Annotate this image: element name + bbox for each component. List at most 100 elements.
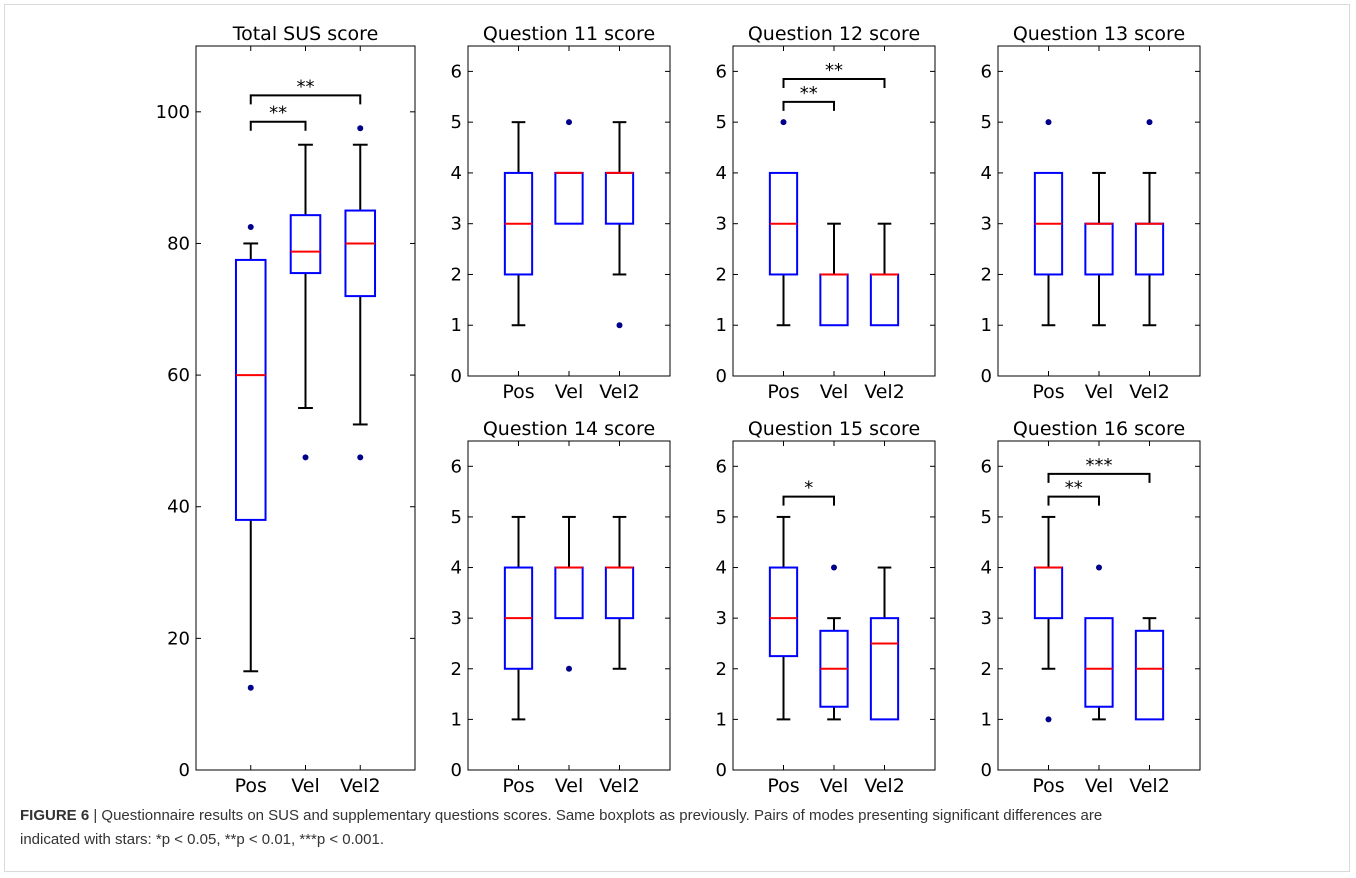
y-tick-label: 6 [981, 456, 992, 477]
iqr-box [869, 617, 900, 721]
y-tick-label: 2 [451, 264, 462, 285]
bracket-line [782, 100, 835, 111]
y-tick-label: 100 [156, 102, 190, 123]
boxplot-vel2 [869, 566, 900, 721]
y-tick-label: 40 [167, 497, 190, 518]
significance-bracket: ** [782, 83, 835, 111]
figure-label: FIGURE 6 [20, 807, 90, 824]
y-tick-label: 5 [716, 507, 727, 528]
x-tick-label: Vel [820, 381, 849, 403]
boxplot-vel2 [604, 121, 635, 329]
boxplot-vel2 [604, 515, 635, 670]
boxplot-pos [1033, 119, 1064, 327]
significance-bracket: * [782, 478, 835, 506]
outlier-point [780, 119, 787, 126]
boxplot-vel2 [1134, 119, 1165, 327]
y-tick-label: 0 [981, 760, 992, 781]
y-tick-label: 0 [451, 366, 462, 387]
outlier-point [616, 322, 623, 329]
outlier-point [566, 119, 572, 126]
boxplot-pos [1033, 515, 1064, 723]
x-tick-label: Vel2 [340, 775, 381, 797]
iqr-box [554, 171, 584, 225]
boxplot-pos [768, 119, 799, 327]
significance-stars: ** [269, 103, 287, 124]
y-tick-label: 3 [451, 608, 462, 629]
y-tick-label: 6 [451, 61, 462, 82]
significance-bracket: ** [249, 103, 307, 131]
iqr-box [1033, 566, 1064, 620]
boxplot-vel [819, 564, 849, 721]
panel-q11: Question 11 score 0 1 2 3 4 5 6 Pos Vel Vel2 [451, 23, 671, 403]
caption-line-1: | Questionnaire results on SUS and suppl… [89, 807, 1103, 824]
iqr-box [344, 209, 377, 298]
plot-frame [997, 440, 1201, 771]
bracket-line [249, 120, 307, 131]
panel-q14: Question 14 score 0 1 2 3 4 5 6 Pos Vel Vel2 [451, 418, 671, 797]
y-tick-label: 60 [167, 365, 190, 386]
iqr-box [1134, 629, 1165, 721]
iqr-box [1134, 222, 1165, 276]
panel-title: Question 16 score [1013, 418, 1185, 440]
y-tick-label: 4 [716, 163, 727, 184]
significance-bracket: ** [1047, 478, 1100, 506]
panel-title: Question 13 score [1013, 23, 1185, 45]
outlier-point [566, 665, 572, 672]
y-tick-label: 4 [451, 163, 462, 184]
caption-line-2: indicated with stars: *p < 0.05, **p < 0… [20, 831, 384, 848]
y-tick-label: 1 [451, 709, 462, 730]
y-tick-label: 1 [981, 315, 992, 336]
plot-frame [732, 45, 936, 377]
y-tick-label: 2 [716, 659, 727, 680]
outlier-point [247, 224, 254, 230]
y-tick-label: 0 [716, 366, 727, 387]
outlier-point [1045, 119, 1052, 126]
x-tick-label: Pos [1032, 381, 1064, 403]
iqr-box [1084, 617, 1114, 708]
panel-title: Question 11 score [483, 23, 655, 45]
outlier-point [1096, 564, 1102, 571]
boxplot-vel [1084, 171, 1114, 327]
y-tick-label: 5 [451, 112, 462, 133]
y-tick-label: 2 [716, 264, 727, 285]
y-tick-label: 3 [981, 214, 992, 235]
x-tick-label: Pos [502, 775, 534, 797]
x-tick-label: Vel2 [599, 381, 640, 403]
iqr-box [604, 566, 635, 620]
y-tick-label: 6 [716, 61, 727, 82]
y-tick-label: 2 [981, 264, 992, 285]
boxplot-vel2 [869, 222, 900, 327]
y-tick-label: 1 [451, 315, 462, 336]
significance-stars: ** [825, 60, 843, 81]
iqr-box [1084, 222, 1114, 276]
x-tick-label: Vel [1085, 381, 1114, 403]
significance-stars: ** [297, 76, 315, 97]
panel-title: Question 14 score [483, 418, 655, 440]
significance-bracket: ** [249, 76, 362, 105]
y-tick-label: 4 [451, 558, 462, 579]
figure-frame [4, 4, 1350, 872]
significance-stars: ** [800, 83, 818, 104]
iqr-box [554, 566, 584, 620]
y-tick-label: 1 [716, 315, 727, 336]
bracket-line [1047, 472, 1151, 483]
y-tick-label: 5 [451, 507, 462, 528]
y-tick-label: 3 [716, 608, 727, 629]
boxplot-pos [234, 224, 267, 691]
significance-stars: *** [1086, 455, 1113, 476]
boxplot-pos [503, 121, 534, 327]
x-tick-label: Vel2 [864, 381, 905, 403]
iqr-box [819, 273, 849, 327]
figure-caption: FIGURE 6 | Questionnaire results on SUS … [20, 804, 1336, 852]
y-tick-label: 0 [716, 760, 727, 781]
y-tick-label: 6 [716, 456, 727, 477]
boxplot-vel2 [1134, 617, 1165, 721]
x-tick-label: Pos [767, 775, 799, 797]
outlier-point [1045, 716, 1052, 723]
y-tick-label: 80 [167, 233, 190, 254]
y-tick-label: 4 [716, 558, 727, 579]
boxplot-vel [819, 222, 849, 327]
y-tick-label: 3 [981, 608, 992, 629]
iqr-box [869, 273, 900, 327]
boxplot-vel [554, 119, 584, 225]
